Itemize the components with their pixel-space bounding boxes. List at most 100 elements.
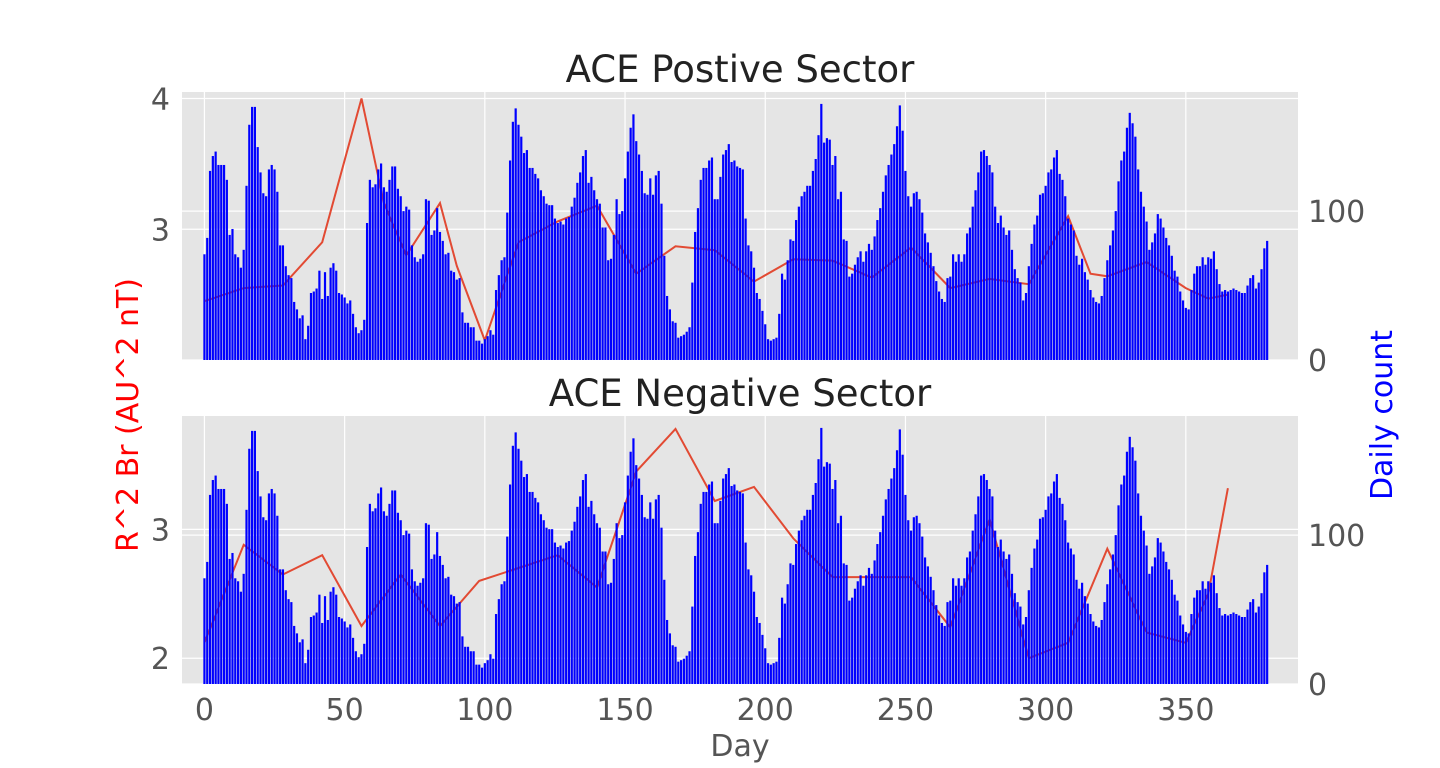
x-tick-label: 0 <box>195 693 214 728</box>
daily-count-bar <box>584 474 587 684</box>
daily-count-bar <box>570 530 573 684</box>
daily-count-bar <box>632 114 635 360</box>
daily-count-bar <box>1181 300 1185 360</box>
daily-count-bar <box>357 333 360 360</box>
daily-count-bar <box>391 166 394 360</box>
daily-count-bar <box>1212 251 1215 360</box>
daily-count-bar <box>730 485 733 684</box>
daily-count-bar <box>365 547 369 684</box>
daily-count-bar <box>461 636 464 684</box>
daily-count-bar <box>1209 582 1213 684</box>
daily-count-bar <box>248 124 251 360</box>
daily-count-bar <box>1022 624 1025 684</box>
daily-count-bar <box>1008 230 1011 360</box>
daily-count-bar <box>1170 255 1173 360</box>
daily-count-bar <box>337 617 341 684</box>
daily-count-bar <box>626 151 629 360</box>
daily-count-bar <box>472 327 475 360</box>
x-tick-label: 150 <box>596 693 653 728</box>
daily-count-bar <box>738 491 742 684</box>
daily-count-bar <box>343 297 346 360</box>
daily-count-bar <box>761 310 764 360</box>
daily-count-bar <box>694 231 697 360</box>
left-y-tick-label: 3 <box>151 513 170 548</box>
daily-count-bar <box>472 651 475 684</box>
daily-count-bar <box>593 514 596 684</box>
x-tick-label: 350 <box>1157 693 1214 728</box>
daily-count-bar <box>890 154 893 360</box>
daily-count-bar <box>977 496 980 684</box>
x-tick-label: 250 <box>877 693 934 728</box>
daily-count-bar <box>741 493 744 684</box>
daily-count-bar <box>542 520 545 684</box>
daily-count-bar <box>284 266 287 360</box>
daily-count-bar <box>786 584 789 684</box>
daily-count-bar <box>503 257 506 360</box>
daily-count-bar <box>220 488 223 684</box>
daily-count-bar <box>1151 566 1154 684</box>
daily-count-bar <box>208 170 212 360</box>
daily-count-bar <box>904 494 907 684</box>
daily-count-bar <box>828 463 831 684</box>
daily-count-bar <box>1050 493 1053 684</box>
daily-count-bar <box>1221 291 1224 360</box>
daily-count-bar <box>228 558 231 684</box>
daily-count-bar <box>360 654 363 684</box>
daily-count-bar <box>523 477 526 684</box>
daily-count-bar <box>747 245 750 360</box>
top-panel: 3 4 0 100 <box>151 83 1365 379</box>
daily-count-bar <box>1106 584 1109 684</box>
daily-count-bar <box>273 493 276 684</box>
daily-count-bar <box>960 261 963 360</box>
daily-count-bar <box>1111 230 1115 360</box>
daily-count-bar <box>789 563 792 684</box>
daily-count-bar <box>410 245 414 360</box>
daily-count-bar <box>494 614 498 684</box>
daily-count-bar <box>478 340 481 360</box>
daily-count-bar <box>783 603 786 684</box>
daily-count-bar <box>814 159 817 360</box>
daily-count-bar <box>287 599 290 684</box>
daily-count-bar <box>1137 169 1140 360</box>
daily-count-bar <box>312 615 315 684</box>
daily-count-bar <box>1027 266 1030 360</box>
daily-count-bar <box>402 535 405 684</box>
daily-count-bar <box>503 581 506 684</box>
daily-count-bar <box>374 184 377 360</box>
daily-count-bar <box>581 480 585 684</box>
daily-count-bar <box>231 552 234 684</box>
daily-count-bar <box>1120 160 1123 360</box>
daily-count-bar <box>980 475 983 684</box>
daily-count-bar <box>747 569 750 684</box>
daily-count-bar <box>416 261 419 360</box>
daily-count-bar <box>1238 615 1241 684</box>
daily-count-bar <box>419 258 422 360</box>
daily-count-bar <box>483 663 486 684</box>
daily-count-bar <box>1193 597 1196 684</box>
daily-count-bar <box>584 150 587 360</box>
daily-count-bar <box>413 257 416 360</box>
daily-count-bar <box>349 300 352 360</box>
daily-count-bar <box>1036 215 1039 360</box>
daily-count-bar <box>876 220 879 360</box>
daily-count-bar <box>1162 551 1165 684</box>
daily-count-bar <box>1232 288 1235 360</box>
daily-count-bar <box>691 606 694 684</box>
daily-count-bar <box>884 499 887 684</box>
daily-count-bar <box>607 584 610 684</box>
daily-count-bar <box>1184 307 1187 360</box>
daily-count-bar <box>399 520 402 684</box>
daily-count-bar <box>1173 270 1176 360</box>
daily-count-bar <box>520 460 523 684</box>
daily-count-bar <box>514 432 517 684</box>
daily-count-bar <box>957 578 960 684</box>
daily-count-bar <box>251 430 254 684</box>
daily-count-bar <box>567 217 571 360</box>
daily-count-bar <box>374 508 377 684</box>
daily-count-bar <box>901 130 904 360</box>
daily-count-bar <box>351 313 355 360</box>
daily-count-bar <box>551 205 554 360</box>
daily-count-bar <box>769 664 772 684</box>
daily-count-bar <box>940 298 943 360</box>
daily-count-bar <box>963 578 966 684</box>
